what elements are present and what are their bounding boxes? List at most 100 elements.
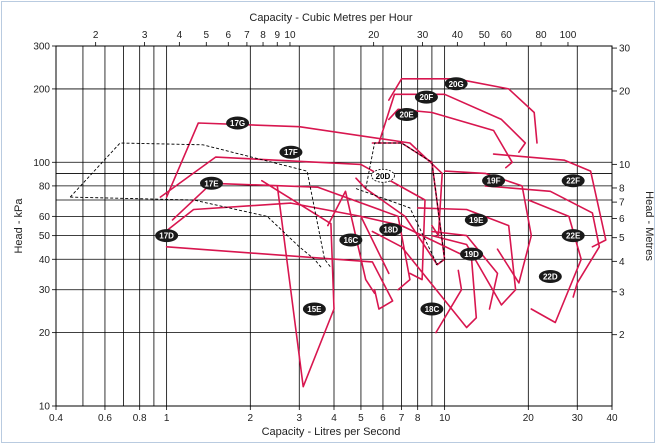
pump-curves (159, 78, 607, 388)
right-tick-label: 5 (619, 233, 625, 244)
curve-label-17G: 17G (230, 119, 245, 128)
curve-label-20F: 20F (420, 93, 434, 102)
pump-curve-22D (527, 199, 583, 324)
bottom-tick-label: 10 (439, 413, 451, 424)
left-tick-label: 20 (39, 328, 51, 339)
curve-badge-17D (155, 229, 179, 243)
pump-curve-17G (165, 122, 444, 237)
pump-curve-20G (387, 78, 538, 144)
y-axis-label-right: Head - Metres (643, 191, 655, 261)
curve-badge-22D (538, 269, 562, 283)
curve-label-20D: 20D (376, 172, 391, 181)
bottom-tick-label: 40 (606, 413, 618, 424)
curve-badge-17E (199, 176, 223, 190)
right-tick-label: 2 (619, 330, 625, 341)
curve-label-22F: 22F (566, 177, 580, 186)
pump-curve-19F (443, 170, 533, 284)
top-tick-label: 8 (260, 30, 266, 41)
right-tick-label: 30 (619, 44, 631, 55)
left-tick-label: 30 (39, 285, 51, 296)
right-tick-label: 20 (619, 86, 631, 97)
pump-curve-18C (435, 269, 463, 334)
right-tick-label: 3 (619, 287, 625, 298)
x-axis-label-top: Capacity - Cubic Metres per Hour (249, 12, 413, 24)
top-tick-label: 30 (417, 30, 429, 41)
pump-curve-15E (260, 179, 335, 388)
right-tick-label: 10 (619, 160, 631, 171)
right-tick-label: 8 (619, 183, 625, 194)
curve-label-22E: 22E (566, 232, 581, 241)
curve-badge-20E (395, 108, 419, 122)
pump-curve-17E (171, 182, 411, 291)
pump-curve-17D (159, 202, 390, 275)
dashed-envelopes (69, 142, 446, 268)
left-tick-label: 300 (33, 42, 50, 53)
bottom-tick-label: 3 (296, 413, 302, 424)
dashed-envelope-line (355, 188, 438, 265)
bottom-tick-label: 5 (358, 413, 364, 424)
left-tick-label: 200 (33, 84, 50, 95)
axes: 0.4 0.6 0.8 1 2 3 4 5 6 7 8 10 20 30 402 3 4 5 6 7 8 9 10 20 30 4… (33, 30, 630, 424)
top-tick-label: 7 (244, 30, 250, 41)
curve-badge-18C (420, 302, 444, 316)
curve-badge-20G (444, 77, 468, 91)
bottom-tick-label: 30 (572, 413, 584, 424)
pump-curve-17F (159, 156, 426, 281)
bottom-tick-label: 6 (380, 413, 386, 424)
left-tick-label: 80 (39, 181, 51, 192)
bottom-tick-label: 2 (248, 413, 254, 424)
bottom-tick-label: 1 (164, 413, 170, 424)
curve-badge-19F (482, 174, 506, 188)
y-axis-label-left: Head - kPa (13, 198, 25, 254)
curve-label-19D: 19D (464, 250, 479, 259)
bottom-tick-label: 0.6 (98, 413, 112, 424)
curve-badge-17F (279, 145, 303, 159)
top-tick-label: 6 (226, 30, 232, 41)
curve-label-16C: 16C (344, 236, 359, 245)
top-tick-label: 40 (452, 30, 464, 41)
curve-badge-19E (464, 213, 488, 227)
top-tick-label: 100 (560, 30, 577, 41)
pump-curve-20F (378, 93, 527, 153)
curve-label-17D: 17D (159, 232, 174, 241)
top-tick-label: 2 (93, 30, 99, 41)
curve-label-19F: 19F (487, 177, 501, 186)
dashed-envelope-line (69, 142, 332, 268)
curve-label-18D: 18D (383, 225, 398, 234)
top-tick-label: 50 (479, 30, 491, 41)
curve-badge-16C (339, 233, 363, 247)
curve-badge-22E (561, 229, 585, 243)
curve-labels: 15E 16C 17D 17E 17F 17G 18C 18D 19D 19E 19F 20D 20E 2… (155, 77, 585, 316)
curve-badge-22F (561, 174, 585, 188)
curve-badge-19D (460, 247, 484, 261)
left-tick-label: 100 (33, 158, 50, 169)
left-tick-label: 10 (39, 402, 51, 413)
curve-label-19E: 19E (469, 216, 484, 225)
curve-label-18C: 18C (425, 305, 440, 314)
pump-curve-22F (492, 153, 607, 248)
top-tick-label: 20 (368, 30, 380, 41)
pump-curve-15E (276, 185, 301, 358)
curve-label-17E: 17E (204, 179, 219, 188)
curve-badge-20D (371, 168, 395, 183)
pump-curve-22E (484, 185, 601, 298)
bottom-tick-label: 7 (399, 413, 405, 424)
top-tick-label: 10 (284, 30, 296, 41)
curve-badge-17G (226, 116, 250, 130)
pump-curve-17D (165, 246, 394, 310)
grid (55, 45, 613, 407)
curve-label-20G: 20G (449, 80, 464, 89)
right-tick-label: 7 (619, 198, 625, 209)
curve-label-22D: 22D (543, 272, 558, 281)
bottom-tick-label: 4 (331, 413, 337, 424)
dashed-envelope-line (70, 196, 322, 268)
pump-curve-18D (360, 215, 478, 329)
top-tick-label: 5 (204, 30, 210, 41)
curve-badge-18D (379, 222, 403, 236)
pump-curve-20E (387, 108, 514, 169)
curve-label-17F: 17F (284, 148, 298, 157)
left-tick-label: 50 (39, 231, 51, 242)
right-tick-label: 6 (619, 214, 625, 225)
